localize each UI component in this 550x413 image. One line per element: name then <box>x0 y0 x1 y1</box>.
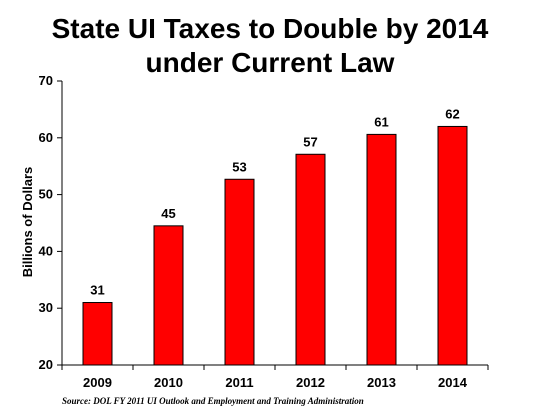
data-label-2012: 57 <box>303 134 317 149</box>
data-label-2011: 53 <box>232 159 246 174</box>
data-label-2014: 62 <box>445 106 459 121</box>
y-tick-label: 70 <box>39 73 53 88</box>
bar-2012 <box>295 153 326 366</box>
x-tick-label-2011: 2011 <box>225 375 253 390</box>
data-label-2010: 45 <box>161 206 175 221</box>
y-tick-label: 60 <box>39 130 53 145</box>
bar-2011 <box>224 178 255 366</box>
bar-2014 <box>437 125 468 366</box>
data-label-2013: 61 <box>374 114 388 129</box>
chart-title-line-1: State UI Taxes to Double by 2014 <box>52 13 489 44</box>
bar-2013 <box>366 133 397 366</box>
y-tick-label: 20 <box>39 357 53 372</box>
data-label-2009: 31 <box>90 283 104 298</box>
x-tick-label-2009: 2009 <box>83 375 112 390</box>
x-tick-label-2014: 2014 <box>438 375 468 390</box>
y-tick-label: 50 <box>39 187 53 202</box>
x-tick-label-2010: 2010 <box>154 375 183 390</box>
plot-area: 20 30 40 50 60 70 31 2009 45 2010 53 2011 57 2012 61 20… <box>39 73 489 390</box>
bar-2009 <box>82 302 113 366</box>
y-axis-label: Billions of Dollars <box>20 167 35 278</box>
source-note: Source: DOL FY 2011 UI Outlook and Emplo… <box>62 396 364 406</box>
bar-2010 <box>153 225 184 366</box>
y-tick-label: 30 <box>39 300 53 315</box>
y-tick-label: 40 <box>39 243 53 258</box>
x-tick-label-2013: 2013 <box>367 375 396 390</box>
x-tick-label-2012: 2012 <box>296 375 325 390</box>
chart-title-line-2: under Current Law <box>146 47 395 78</box>
